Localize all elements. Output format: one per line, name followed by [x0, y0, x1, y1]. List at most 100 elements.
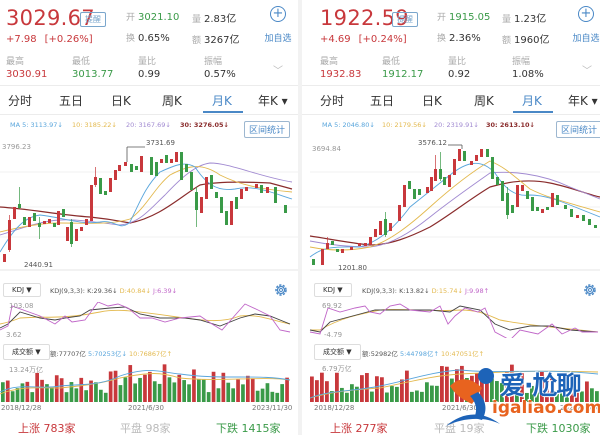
tab-five-day[interactable]: 五日	[370, 94, 395, 108]
candles	[312, 149, 597, 265]
volume-stat: 量 1.23亿	[502, 14, 547, 25]
volume-dropdown[interactable]: 成交额 ▼	[314, 344, 361, 360]
chevron-down-icon[interactable]: ﹀	[273, 66, 283, 77]
indicator-dropdown[interactable]: KDJ ▼	[314, 283, 352, 297]
ma-legend: MA 5: 2046.80↓ 10: 2179.56↓ 20: 2319.91↓…	[300, 117, 600, 138]
settings-gear-icon[interactable]	[273, 282, 289, 298]
divider	[0, 85, 300, 86]
kdj-chart[interactable]	[0, 302, 300, 338]
open-stat: 开 3021.10	[126, 12, 180, 23]
candlestick-chart[interactable]	[300, 137, 600, 272]
candles	[3, 152, 287, 262]
volume-header: 成交额 ▼ 额:77707亿 5:70253亿↓ 10:76867亿↑	[0, 343, 300, 361]
kdj-max-label: 69.92	[322, 302, 343, 310]
index-panel-right: 1922.59 提醒 +4.69 [+0.24%] 开 1915.05 量 1.23亿…	[300, 0, 600, 435]
watermark-en: igaliao.com	[492, 398, 600, 418]
ma-legend: MA 5: 3113.97↓ 10: 3185.22↓ 20: 3167.69↓…	[0, 117, 300, 138]
change-percent: [+0.26%]	[44, 34, 93, 45]
settings-gear-icon[interactable]	[582, 282, 598, 298]
ma5-value: MA 5: 2046.80↓	[322, 121, 375, 129]
chevron-down-icon[interactable]: ﹀	[582, 66, 592, 77]
advancers: 上涨 783家	[18, 422, 76, 435]
high-stat: 最高 1932.83	[320, 57, 362, 80]
active-tab-indicator	[513, 111, 553, 113]
chart-low-label: 1201.80	[338, 264, 367, 272]
chart-low-label: 2440.91	[24, 261, 53, 269]
turnover-stat: 换 2.36%	[437, 33, 481, 44]
period-tabs: 分时 五日 日K 周K 月K 年K ▾	[300, 86, 600, 114]
quote-header: 3029.67 提醒 +7.98 [+0.26%] 开 3021.10 量 2.83亿…	[0, 0, 300, 86]
divider	[300, 114, 600, 115]
kdj-min-label: -4.79	[324, 331, 343, 339]
volume-header: 成交额 ▼ 额:52982亿 5:44798亿↑ 10:47051亿↑	[300, 343, 600, 361]
amount-stat: 额 1960亿	[502, 35, 550, 46]
tab-five-day[interactable]: 五日	[59, 94, 84, 108]
ma30-value: 30: 2613.10↓	[486, 121, 535, 129]
low-stat: 最低 1912.17	[382, 57, 424, 80]
add-favorite-button[interactable]: + 加自选	[264, 6, 292, 44]
tab-intraday[interactable]: 分时	[320, 94, 345, 108]
advancers: 上涨 277家	[330, 422, 388, 435]
volume-dropdown[interactable]: 成交额 ▼	[3, 344, 50, 360]
tab-daily-k[interactable]: 日K	[422, 94, 442, 108]
price-change: +7.98 [+0.26%]	[6, 34, 101, 45]
tab-weekly-k[interactable]: 周K	[162, 94, 182, 108]
decliners: 下跌 1415家	[216, 422, 281, 435]
ma5-value: MA 5: 3113.97↓	[10, 121, 63, 129]
chart-max-label: 3796.23	[2, 143, 31, 151]
amplitude-stat: 振幅 1.08%	[512, 57, 544, 80]
ma30-value: 30: 3276.05↓	[180, 121, 229, 129]
plus-circle-icon: +	[578, 6, 594, 22]
ma20-value: 20: 3167.69↓	[126, 121, 171, 129]
panel-divider	[298, 0, 302, 435]
chart-max-label: 3694.84	[312, 145, 341, 153]
tab-yearly-k[interactable]: 年K ▾	[568, 94, 598, 108]
volume-max-label: 6.79万亿	[322, 365, 352, 373]
tab-intraday[interactable]: 分时	[8, 94, 33, 108]
ma10-value: 10: 3185.22↓	[72, 121, 117, 129]
range-stats-button[interactable]: 区间统计	[244, 121, 291, 138]
chart-peak-label: 3731.69	[146, 139, 175, 147]
ma20-value: 20: 2319.91↓	[434, 121, 479, 129]
watermark-logo-icon	[446, 368, 500, 426]
chart-peak-label: 3576.12	[418, 139, 447, 147]
tab-monthly-k[interactable]: 月K	[212, 94, 232, 108]
open-stat: 开 1915.05	[437, 12, 491, 23]
volume-max-label: 13.24万亿	[9, 366, 44, 374]
period-tabs: 分时 五日 日K 周K 月K 年K ▾	[0, 86, 300, 114]
kdj-chart[interactable]	[300, 302, 600, 338]
kdj-min-label: 3.62	[6, 331, 22, 339]
change-value: +4.69	[320, 34, 351, 45]
unchanged: 平盘 19家	[434, 422, 485, 435]
indicator-dropdown[interactable]: KDJ ▼	[3, 283, 41, 297]
volume-ratio-stat: 量比 0.99	[138, 57, 161, 80]
kdj-header: KDJ ▼ KDJ(9,3,3): K:29.36↓ D:40.84↓ J:6.…	[0, 282, 300, 300]
kdj-values: KDJ(9,3,3): K:13.82↓ D:15.74↓ J:9.98↑	[362, 287, 490, 295]
tab-yearly-k[interactable]: 年K ▾	[258, 94, 288, 108]
divider	[300, 85, 600, 86]
volume-chart[interactable]	[0, 362, 300, 402]
unchanged: 平盘 98家	[120, 422, 171, 435]
amplitude-stat: 振幅 0.57%	[204, 57, 236, 80]
alert-badge[interactable]: 提醒	[392, 12, 418, 27]
tab-weekly-k[interactable]: 周K	[474, 94, 494, 108]
plus-circle-icon: +	[270, 6, 286, 22]
alert-badge[interactable]: 提醒	[80, 12, 106, 27]
kdj-header: KDJ ▼ KDJ(9,3,3): K:13.82↓ D:15.74↓ J:9.…	[300, 282, 600, 300]
change-percent: [+0.24%]	[358, 34, 407, 45]
change-value: +7.98	[6, 34, 37, 45]
index-panel-left: 3029.67 提醒 +7.98 [+0.26%] 开 3021.10 量 2.83亿…	[0, 0, 300, 435]
add-favorite-button[interactable]: + 加自选	[572, 6, 600, 44]
tab-monthly-k[interactable]: 月K	[522, 94, 542, 108]
divider	[0, 114, 300, 115]
amount-stat: 额 3267亿	[192, 35, 240, 46]
turnover-stat: 换 0.65%	[126, 33, 170, 44]
tab-daily-k[interactable]: 日K	[111, 94, 131, 108]
watermark: 爱·尬聊 igaliao.com	[440, 362, 600, 435]
volume-ratio-stat: 量比 0.92	[448, 57, 471, 80]
range-stats-button[interactable]: 区间统计	[556, 121, 600, 138]
active-tab-indicator	[203, 111, 243, 113]
candlestick-chart[interactable]	[0, 137, 300, 272]
kdj-max-label: 103.08	[9, 302, 34, 310]
kdj-values: KDJ(9,3,3): K:29.36↓ D:40.84↓ J:6.39↓	[50, 287, 178, 295]
